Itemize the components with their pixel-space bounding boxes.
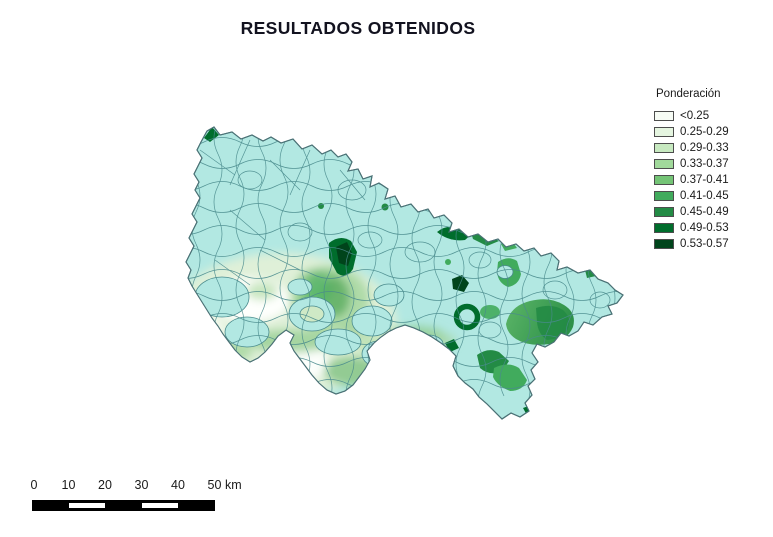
legend-item: 0.25-0.29 — [654, 124, 772, 140]
legend-swatch — [654, 142, 674, 154]
legend-swatch — [654, 206, 674, 218]
legend-swatch — [654, 126, 674, 138]
legend-item: <0.25 — [654, 108, 772, 124]
legend-swatch — [654, 174, 674, 186]
scale-bar-rule — [32, 500, 215, 511]
scale-tick: 0 — [30, 478, 38, 492]
scale-bar-ticks: 0 10 20 30 40 50 km — [30, 478, 242, 492]
legend-label: 0.45-0.49 — [680, 205, 729, 218]
page-title: RESULTADOS OBTENIDOS — [240, 18, 476, 38]
scale-tick: 10 — [61, 478, 76, 492]
legend-item: 0.45-0.49 — [654, 204, 772, 220]
scale-unit: km — [225, 478, 242, 492]
scale-tick: 30 — [134, 478, 149, 492]
legend-item: 0.41-0.45 — [654, 188, 772, 204]
legend: Ponderación <0.25 0.25-0.29 0.29-0.33 0.… — [654, 88, 772, 252]
legend-swatch — [654, 158, 674, 170]
legend-label: 0.33-0.37 — [680, 157, 729, 170]
scale-bar-segment — [68, 503, 105, 508]
legend-swatch — [654, 238, 674, 250]
legend-label: 0.41-0.45 — [680, 189, 729, 202]
legend-item: 0.49-0.53 — [654, 220, 772, 236]
legend-label: 0.53-0.57 — [680, 237, 729, 250]
scale-bar: 0 10 20 30 40 50 km — [30, 478, 242, 514]
legend-item: 0.53-0.57 — [654, 236, 772, 252]
legend-label: 0.29-0.33 — [680, 141, 729, 154]
region-outline — [185, 126, 624, 420]
legend-swatch — [654, 222, 674, 234]
legend-swatch — [654, 110, 674, 122]
legend-item: 0.37-0.41 — [654, 172, 772, 188]
legend-swatch — [654, 190, 674, 202]
legend-label: 0.49-0.53 — [680, 221, 729, 234]
scale-tick: 50 — [207, 478, 222, 492]
scale-tick: 20 — [98, 478, 112, 492]
legend-title: Ponderación — [656, 88, 721, 100]
scale-bar-segment — [141, 503, 178, 508]
legend-label: <0.25 — [680, 109, 710, 122]
scale-tick: 40 — [171, 478, 185, 492]
legend-label: 0.25-0.29 — [680, 125, 729, 138]
legend-item: 0.29-0.33 — [654, 140, 772, 156]
legend-label: 0.37-0.41 — [680, 173, 729, 186]
legend-item: 0.33-0.37 — [654, 156, 772, 172]
